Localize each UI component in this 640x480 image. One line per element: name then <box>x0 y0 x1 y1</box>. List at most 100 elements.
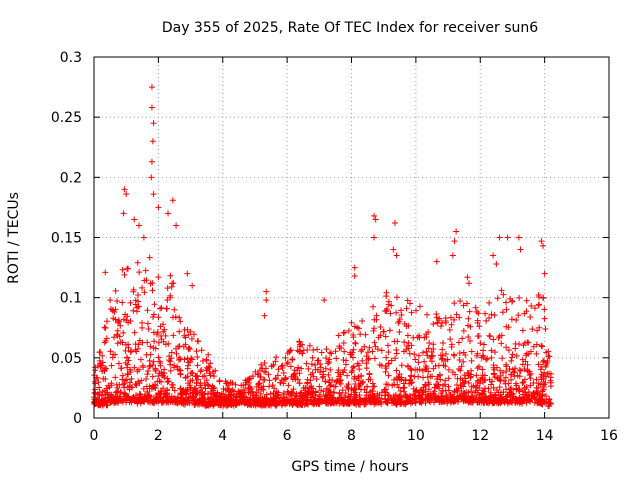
data-point <box>285 382 292 389</box>
data-point <box>197 368 204 375</box>
data-point <box>194 372 201 379</box>
data-point <box>102 375 109 382</box>
data-point <box>369 380 376 387</box>
data-point <box>111 308 118 315</box>
data-point <box>146 357 153 364</box>
data-point <box>473 372 480 379</box>
data-point <box>150 191 157 198</box>
data-point <box>507 399 514 406</box>
data-point <box>160 385 167 392</box>
data-point <box>488 398 495 405</box>
data-point <box>460 349 467 356</box>
data-point <box>138 319 145 326</box>
data-point <box>336 373 343 380</box>
data-point <box>363 389 370 396</box>
data-point <box>371 339 378 346</box>
data-point <box>343 383 350 390</box>
data-point <box>164 387 171 394</box>
data-point <box>467 338 474 345</box>
data-point <box>421 358 428 365</box>
data-point <box>530 343 537 350</box>
data-point <box>306 342 313 349</box>
data-point <box>153 398 160 405</box>
data-point <box>151 338 158 345</box>
data-point <box>103 365 110 372</box>
data-point <box>388 357 395 364</box>
data-point <box>377 323 384 330</box>
data-point <box>350 346 357 353</box>
data-point <box>147 351 154 358</box>
data-point <box>358 346 365 353</box>
data-point <box>193 398 200 405</box>
data-point <box>403 323 410 330</box>
data-point <box>382 399 389 406</box>
data-point <box>284 399 291 406</box>
data-point <box>136 222 143 229</box>
data-point <box>168 283 175 290</box>
y-tick-label: 0 <box>73 411 82 427</box>
data-point <box>173 350 180 357</box>
data-point <box>450 351 457 358</box>
data-point <box>144 320 151 327</box>
data-point <box>136 269 143 276</box>
data-point <box>488 381 495 388</box>
data-point <box>500 291 507 298</box>
data-point <box>169 314 176 321</box>
data-point <box>457 392 464 399</box>
data-point <box>466 308 473 315</box>
data-point <box>481 388 488 395</box>
data-point <box>412 356 419 363</box>
data-point <box>116 381 123 388</box>
data-point <box>289 376 296 383</box>
data-point <box>385 360 392 367</box>
data-point <box>263 297 270 304</box>
data-point <box>531 305 538 312</box>
data-point <box>385 372 392 379</box>
data-point <box>396 377 403 384</box>
data-point <box>482 310 489 317</box>
data-point <box>193 348 200 355</box>
data-point <box>314 346 321 353</box>
data-point <box>453 387 460 394</box>
data-point <box>298 365 305 372</box>
data-point <box>158 369 165 376</box>
data-point <box>490 336 497 343</box>
data-point <box>542 326 549 333</box>
data-point <box>137 391 144 398</box>
data-point <box>455 339 462 346</box>
data-point <box>342 390 349 397</box>
data-point <box>540 358 547 365</box>
data-point <box>545 348 552 355</box>
data-point <box>432 392 439 399</box>
data-point <box>442 350 449 357</box>
data-point <box>509 366 516 373</box>
data-point <box>426 339 433 346</box>
data-point <box>282 375 289 382</box>
data-point <box>252 396 259 403</box>
data-point <box>534 399 541 406</box>
data-point <box>542 398 549 405</box>
data-point <box>516 367 523 374</box>
data-point <box>297 390 304 397</box>
data-point <box>336 395 343 402</box>
data-point <box>510 390 517 397</box>
data-point <box>390 246 397 253</box>
data-point <box>477 340 484 347</box>
data-point <box>422 388 429 395</box>
data-point <box>373 395 380 402</box>
data-point <box>283 360 290 367</box>
data-point <box>323 385 330 392</box>
data-point <box>287 347 294 354</box>
data-point <box>524 397 531 404</box>
data-point <box>490 252 497 259</box>
data-point <box>332 397 339 404</box>
data-point <box>194 354 201 361</box>
data-point <box>364 349 371 356</box>
data-point <box>296 338 303 345</box>
data-point <box>350 332 357 339</box>
data-point <box>393 252 400 259</box>
data-point <box>143 277 150 284</box>
data-point <box>207 360 214 367</box>
data-point <box>299 396 306 403</box>
data-point <box>422 399 429 406</box>
